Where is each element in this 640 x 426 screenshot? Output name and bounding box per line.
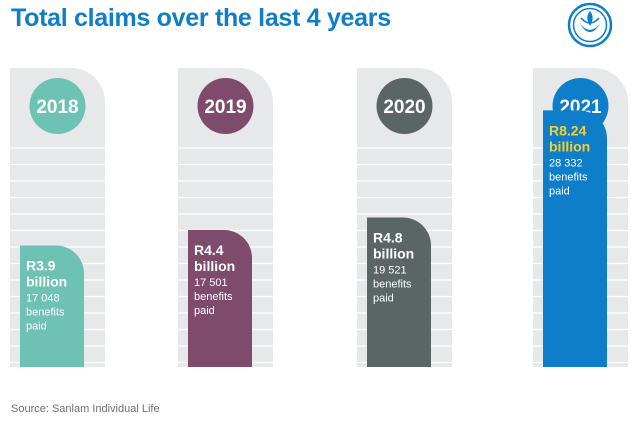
value-bar	[367, 217, 431, 367]
value-amount: R8.24	[549, 122, 587, 138]
value-bar	[188, 229, 252, 367]
value-unit: billion	[549, 138, 590, 154]
benefits-label: benefits	[549, 171, 588, 183]
year-circle	[197, 78, 254, 134]
value-unit: billion	[194, 258, 235, 274]
year-label: 2018	[36, 97, 78, 118]
benefits-count: 17 501	[194, 277, 228, 289]
value-bar	[543, 110, 607, 367]
paid-label: paid	[194, 305, 215, 317]
benefits-count: 19 521	[373, 265, 407, 277]
page-title: Total claims over the last 4 years	[11, 4, 391, 32]
value-unit: billion	[26, 274, 67, 290]
benefits-count: 17 048	[26, 293, 60, 305]
year-circle	[29, 78, 86, 134]
paid-label: paid	[549, 185, 570, 197]
value-amount: R3.9	[26, 258, 56, 274]
benefits-label: benefits	[26, 307, 65, 319]
paid-label: paid	[26, 321, 47, 333]
year-label: 2020	[383, 97, 425, 118]
benefits-label: benefits	[373, 279, 412, 291]
benefits-count: 28 332	[549, 157, 583, 169]
value-unit: billion	[373, 246, 414, 262]
sanlam-logo-icon	[567, 2, 613, 48]
year-label: 2019	[204, 97, 246, 118]
value-bar	[20, 245, 84, 367]
value-amount: R4.4	[194, 242, 224, 258]
benefits-label: benefits	[194, 291, 233, 303]
paid-label: paid	[373, 293, 394, 305]
source-note: Source: Sanlam Individual Life	[11, 403, 160, 415]
year-circle	[376, 78, 433, 134]
value-amount: R4.8	[373, 230, 403, 246]
